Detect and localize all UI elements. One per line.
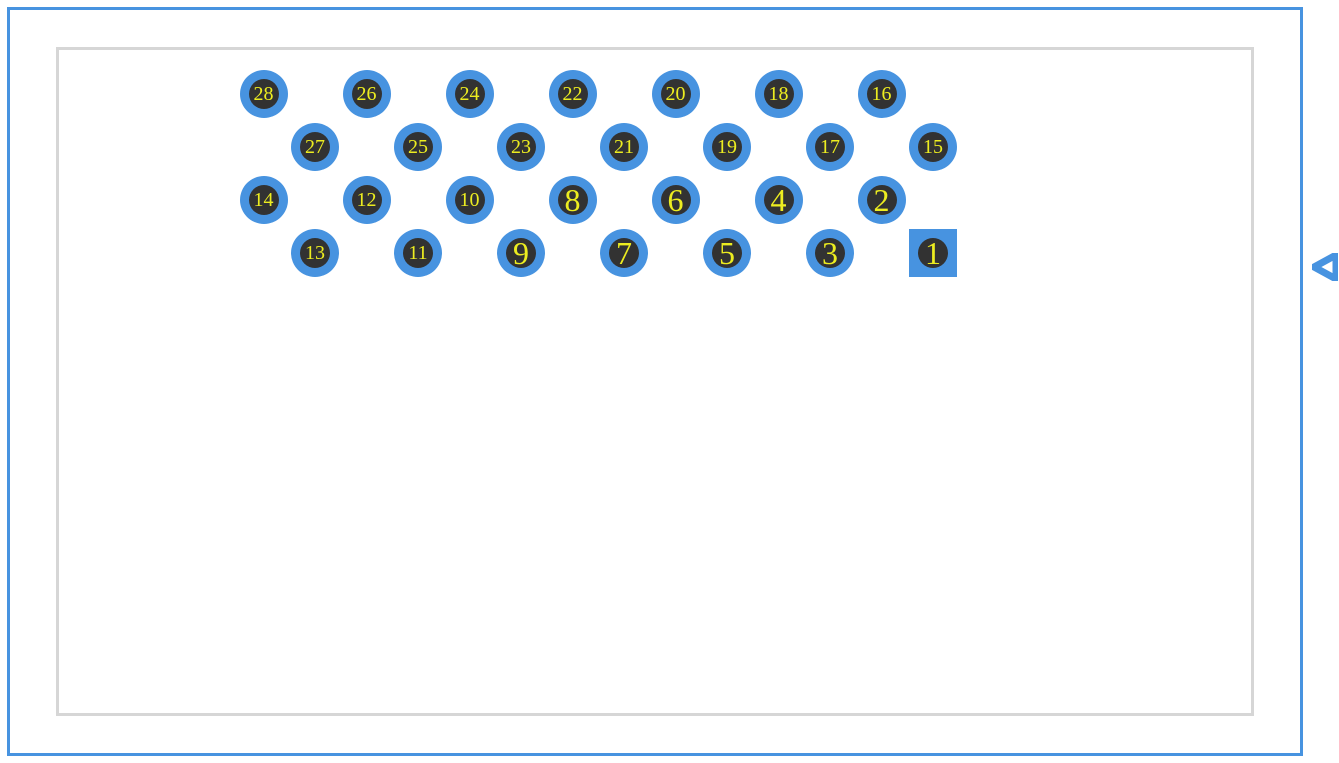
pad-label: 16: [858, 84, 906, 104]
pad-15: 15: [909, 123, 957, 171]
pad-label: 17: [806, 137, 854, 157]
pad-label: 26: [343, 84, 391, 104]
pad-label: 25: [394, 137, 442, 157]
pad-label: 18: [755, 84, 803, 104]
pad-label: 19: [703, 137, 751, 157]
pad-label: 6: [652, 184, 700, 216]
pad-label: 15: [909, 137, 957, 157]
pad-18: 18: [755, 70, 803, 118]
pad-6: 6: [652, 176, 700, 224]
pad-21: 21: [600, 123, 648, 171]
pad-13: 13: [291, 229, 339, 277]
pad-14: 14: [240, 176, 288, 224]
pad-7: 7: [600, 229, 648, 277]
pad-10: 10: [446, 176, 494, 224]
pad-label: 21: [600, 137, 648, 157]
pad-label: 24: [446, 84, 494, 104]
pad-2: 2: [858, 176, 906, 224]
pad-16: 16: [858, 70, 906, 118]
pad-23: 23: [497, 123, 545, 171]
pad-label: 14: [240, 190, 288, 210]
pad-17: 17: [806, 123, 854, 171]
pad-label: 7: [600, 237, 648, 269]
pad-label: 4: [755, 184, 803, 216]
pad-label: 12: [343, 190, 391, 210]
pad-label: 28: [240, 84, 288, 104]
pad-label: 20: [652, 84, 700, 104]
pad-label: 5: [703, 237, 751, 269]
pad-label: 9: [497, 237, 545, 269]
pad-label: 8: [549, 184, 597, 216]
pad-5: 5: [703, 229, 751, 277]
pad-26: 26: [343, 70, 391, 118]
pad-25: 25: [394, 123, 442, 171]
pad-label: 11: [394, 243, 442, 263]
pad-9: 9: [497, 229, 545, 277]
pad-label: 2: [858, 184, 906, 216]
pad-22: 22: [549, 70, 597, 118]
component-outline: [56, 47, 1254, 716]
pad-label: 1: [909, 237, 957, 269]
pin1-marker-icon: [1312, 253, 1338, 281]
pad-label: 27: [291, 137, 339, 157]
pad-3: 3: [806, 229, 854, 277]
pad-12: 12: [343, 176, 391, 224]
pad-4: 4: [755, 176, 803, 224]
pad-label: 22: [549, 84, 597, 104]
pad-20: 20: [652, 70, 700, 118]
pad-27: 27: [291, 123, 339, 171]
pad-11: 11: [394, 229, 442, 277]
pad-label: 13: [291, 243, 339, 263]
pad-28: 28: [240, 70, 288, 118]
pad-19: 19: [703, 123, 751, 171]
pad-label: 10: [446, 190, 494, 210]
pad-1: 1: [909, 229, 957, 277]
pad-24: 24: [446, 70, 494, 118]
pad-label: 3: [806, 237, 854, 269]
pad-8: 8: [549, 176, 597, 224]
pad-label: 23: [497, 137, 545, 157]
